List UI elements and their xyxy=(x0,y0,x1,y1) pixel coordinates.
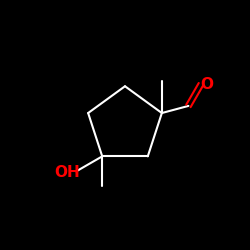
Text: O: O xyxy=(200,77,213,92)
Text: OH: OH xyxy=(54,165,80,180)
